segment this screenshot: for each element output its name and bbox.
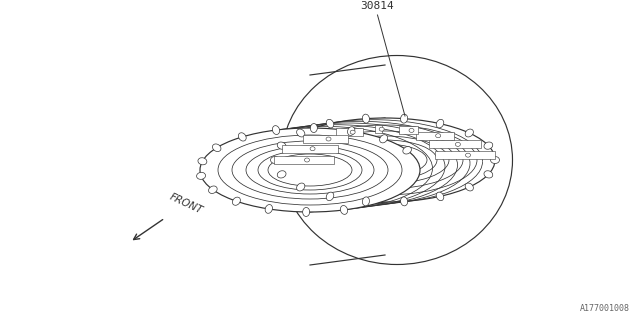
Ellipse shape	[484, 171, 493, 178]
Text: 30814: 30814	[360, 1, 394, 11]
Text: A177001008: A177001008	[580, 304, 630, 313]
Ellipse shape	[484, 142, 493, 149]
Ellipse shape	[305, 158, 310, 162]
Ellipse shape	[362, 114, 369, 123]
Ellipse shape	[490, 156, 499, 164]
Ellipse shape	[271, 156, 280, 164]
Ellipse shape	[340, 205, 348, 214]
Ellipse shape	[401, 114, 408, 123]
FancyBboxPatch shape	[376, 125, 382, 133]
Ellipse shape	[296, 183, 305, 191]
Ellipse shape	[275, 118, 495, 202]
Ellipse shape	[465, 183, 474, 191]
Ellipse shape	[403, 147, 412, 154]
Ellipse shape	[198, 158, 207, 165]
Ellipse shape	[282, 55, 513, 265]
FancyBboxPatch shape	[416, 132, 454, 140]
FancyBboxPatch shape	[399, 126, 418, 134]
Ellipse shape	[232, 197, 241, 205]
Ellipse shape	[326, 119, 334, 128]
FancyBboxPatch shape	[303, 135, 348, 143]
Ellipse shape	[277, 171, 286, 178]
Ellipse shape	[212, 144, 221, 152]
Ellipse shape	[196, 172, 205, 180]
Ellipse shape	[456, 142, 460, 146]
Ellipse shape	[265, 204, 273, 213]
Text: FRONT: FRONT	[168, 192, 204, 216]
Ellipse shape	[465, 153, 470, 157]
Ellipse shape	[310, 124, 317, 132]
Ellipse shape	[310, 147, 315, 151]
Ellipse shape	[436, 119, 444, 128]
Ellipse shape	[348, 127, 355, 135]
Ellipse shape	[277, 142, 286, 149]
Ellipse shape	[273, 126, 280, 134]
Ellipse shape	[362, 197, 369, 206]
Ellipse shape	[209, 186, 217, 194]
Ellipse shape	[350, 130, 355, 134]
Ellipse shape	[379, 127, 384, 131]
FancyBboxPatch shape	[429, 140, 481, 148]
Ellipse shape	[436, 134, 441, 138]
Ellipse shape	[465, 129, 474, 137]
FancyBboxPatch shape	[435, 151, 495, 159]
Ellipse shape	[200, 128, 420, 212]
Ellipse shape	[436, 192, 444, 201]
Ellipse shape	[409, 128, 414, 132]
Ellipse shape	[326, 192, 334, 201]
FancyBboxPatch shape	[282, 145, 337, 153]
Ellipse shape	[296, 129, 305, 137]
Ellipse shape	[238, 133, 246, 141]
Ellipse shape	[326, 137, 331, 141]
Ellipse shape	[303, 207, 310, 216]
FancyBboxPatch shape	[336, 128, 364, 136]
Ellipse shape	[401, 197, 408, 206]
FancyBboxPatch shape	[274, 156, 334, 164]
Ellipse shape	[380, 135, 388, 143]
